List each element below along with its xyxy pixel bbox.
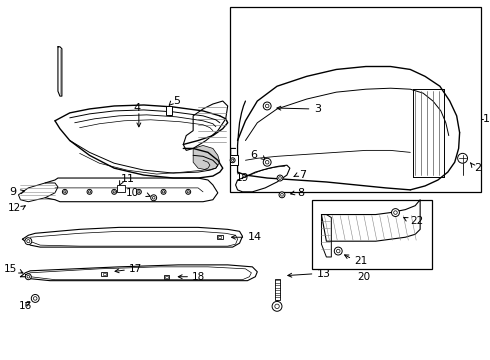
Text: 18: 18 — [192, 272, 205, 282]
Circle shape — [275, 304, 279, 309]
Bar — [166, 106, 172, 115]
Circle shape — [112, 189, 117, 194]
Text: 8: 8 — [297, 188, 304, 198]
Circle shape — [279, 177, 281, 179]
Circle shape — [136, 189, 141, 194]
Circle shape — [263, 158, 271, 166]
Bar — [103, 273, 106, 275]
Text: 9: 9 — [9, 187, 16, 197]
Text: 3: 3 — [315, 104, 321, 114]
Circle shape — [458, 153, 467, 163]
Circle shape — [337, 249, 340, 253]
Circle shape — [64, 191, 66, 193]
Circle shape — [231, 159, 234, 161]
Circle shape — [272, 301, 282, 311]
Circle shape — [113, 191, 115, 193]
Circle shape — [277, 175, 283, 181]
Circle shape — [162, 191, 165, 193]
Circle shape — [33, 297, 37, 300]
Text: 15: 15 — [4, 264, 17, 274]
Bar — [217, 235, 223, 239]
Circle shape — [152, 197, 155, 199]
Bar — [312, 200, 432, 269]
Circle shape — [187, 191, 189, 193]
Text: 22: 22 — [410, 216, 423, 226]
Circle shape — [87, 189, 92, 194]
Bar — [274, 279, 279, 300]
Text: 21: 21 — [354, 256, 368, 266]
Circle shape — [25, 238, 32, 245]
Circle shape — [279, 192, 285, 198]
Circle shape — [266, 161, 269, 164]
Circle shape — [62, 189, 67, 194]
Circle shape — [186, 189, 191, 194]
Bar — [230, 155, 238, 165]
Text: 16: 16 — [19, 301, 32, 311]
Circle shape — [393, 211, 397, 214]
Text: 5: 5 — [173, 96, 180, 106]
Circle shape — [263, 102, 271, 110]
Bar — [165, 276, 168, 278]
Circle shape — [138, 191, 140, 193]
Circle shape — [27, 275, 30, 278]
Text: 4: 4 — [133, 103, 141, 113]
Circle shape — [392, 209, 399, 216]
Text: 13: 13 — [317, 269, 331, 279]
Bar — [219, 236, 221, 238]
Circle shape — [266, 104, 269, 108]
Text: 2: 2 — [474, 163, 482, 173]
Text: 10: 10 — [126, 188, 139, 198]
Circle shape — [25, 274, 31, 280]
Text: 11: 11 — [121, 174, 135, 184]
Circle shape — [281, 193, 283, 196]
Text: 1: 1 — [483, 114, 490, 124]
Text: 6: 6 — [250, 150, 257, 160]
Bar — [101, 272, 107, 276]
Circle shape — [230, 158, 235, 163]
Circle shape — [88, 191, 91, 193]
Circle shape — [27, 240, 30, 243]
Bar — [117, 185, 125, 192]
Text: 7: 7 — [299, 170, 306, 180]
Polygon shape — [193, 145, 220, 170]
Bar — [164, 275, 170, 279]
Circle shape — [334, 247, 342, 255]
Bar — [230, 7, 481, 192]
Text: 20: 20 — [357, 272, 370, 282]
Text: 12: 12 — [8, 203, 21, 213]
Text: 14: 14 — [247, 232, 262, 242]
Circle shape — [31, 294, 39, 302]
Circle shape — [151, 195, 157, 201]
Text: 17: 17 — [129, 264, 142, 274]
Circle shape — [161, 189, 166, 194]
Text: 19: 19 — [236, 173, 249, 183]
